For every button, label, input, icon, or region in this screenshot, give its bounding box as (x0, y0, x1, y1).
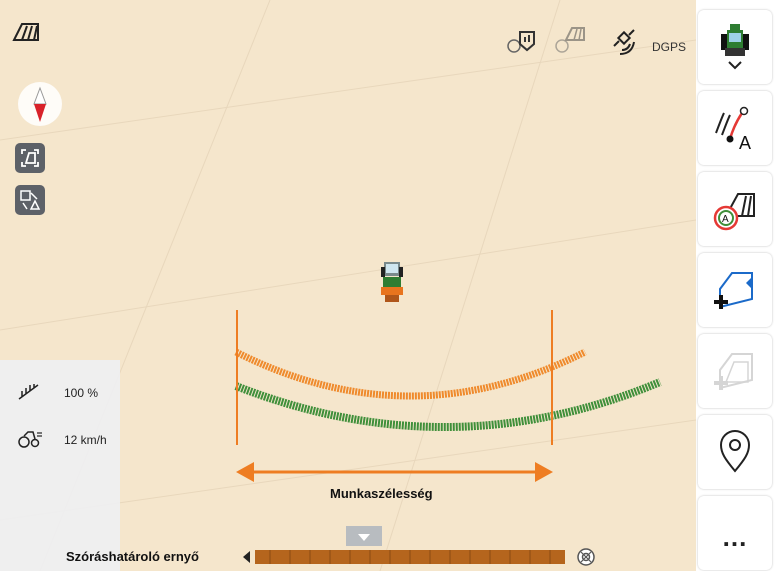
gps-mode-label: DGPS (652, 40, 687, 54)
field-boundary-icon[interactable] (15, 143, 45, 173)
border-spreading-bar-ticks (269, 550, 551, 564)
add-field-boundary-icon (714, 272, 753, 309)
autosection-gear-icon (555, 27, 585, 53)
svg-text:A: A (722, 214, 729, 225)
working-width-label: Munkaszélesség (330, 486, 433, 501)
section-gear-icon[interactable] (577, 548, 595, 566)
speed-value: 12 km/h (64, 433, 107, 447)
auto-section-control-button[interactable]: A (698, 172, 772, 246)
location-pin-button[interactable] (698, 415, 772, 489)
map-marker-gear-icon (507, 31, 535, 53)
speed-tractor-icon (18, 431, 42, 448)
map-view-icon[interactable] (15, 185, 45, 215)
edit-field-boundary-button[interactable] (698, 334, 772, 408)
location-pin-icon (719, 430, 751, 473)
guidance-line-button[interactable]: A (698, 91, 772, 165)
shield-left-arrow-icon[interactable] (243, 551, 250, 563)
tractor-icon (381, 262, 403, 302)
collapse-tab-icon[interactable] (346, 526, 382, 546)
auto-section-control-icon: A (713, 193, 755, 231)
spread-pattern-orange (234, 348, 587, 400)
more-button[interactable]: ... (698, 496, 772, 570)
tractor-icon (721, 24, 749, 70)
field-map[interactable]: DGPS 100 % 12 km/h Munkaszélesség Szórás… (0, 0, 696, 571)
working-width-arrow (236, 462, 553, 482)
add-field-boundary-button[interactable] (698, 253, 772, 327)
add-field-boundary-icon (714, 353, 753, 390)
autosection-icon (12, 23, 39, 41)
satellite-icon (613, 29, 635, 55)
application-rate-icon (18, 384, 39, 400)
more-icon: ... (722, 521, 748, 552)
spread-pattern-green (234, 378, 662, 431)
svg-text:A: A (739, 133, 751, 151)
border-spreading-shield-label: Szóráshatároló ernyő (66, 549, 199, 564)
application-rate-value: 100 % (64, 386, 99, 400)
info-panel-bg (0, 360, 120, 571)
guidance-line-a-icon: A (715, 106, 751, 151)
compass-icon[interactable] (18, 82, 62, 126)
tractor-button[interactable] (698, 10, 772, 84)
